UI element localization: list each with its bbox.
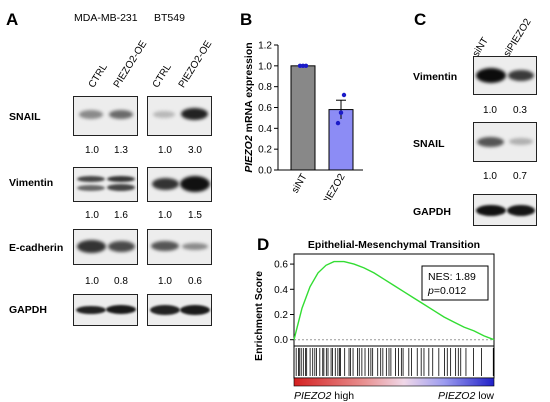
band xyxy=(77,185,105,191)
c-quant-vimentin-sint: 1.0 xyxy=(483,105,497,116)
panel-label-d: D xyxy=(257,235,270,254)
y-tick-label: 0.6 xyxy=(258,103,272,114)
band xyxy=(476,205,506,216)
panel-label-a: A xyxy=(6,10,19,29)
band xyxy=(477,137,504,147)
c-row-label-snail: SNAIL xyxy=(413,138,445,150)
band xyxy=(107,176,135,182)
lane-label-sipiezo2: siPIEZO2 xyxy=(501,16,534,59)
band xyxy=(182,243,208,250)
y-tick-label: 0.2 xyxy=(258,145,272,156)
y-tick-label: 0.4 xyxy=(258,124,272,135)
band xyxy=(152,178,179,190)
c-row-label-gapdh: GAPDH xyxy=(413,206,451,218)
band xyxy=(106,305,136,314)
y-tick-label: 0.8 xyxy=(258,82,272,93)
quant-snail-bt-ctrl: 1.0 xyxy=(158,145,172,156)
xlabel-high: PIEZO2 high xyxy=(294,390,354,402)
y-tick-label: 0.6 xyxy=(274,260,288,271)
blot-gapdh-mda xyxy=(73,294,138,326)
y-tick-label: 0.0 xyxy=(274,335,288,346)
c-blot-gapdh xyxy=(473,194,537,226)
x-tick-label: siPIEZO2 xyxy=(317,172,348,200)
gsea-plot-d: Epithelial-Mesenchymal Transition 0.0 0.2 0… xyxy=(253,239,495,402)
cell-line-mda: MDA-MB-231 xyxy=(74,12,138,24)
band xyxy=(508,70,534,81)
row-label-ecadherin: E-cadherin xyxy=(9,242,64,254)
band xyxy=(180,176,210,192)
row-label-vimentin: Vimentin xyxy=(9,177,54,189)
data-point xyxy=(341,92,347,98)
lane-label-oe-bt: PIEZO2-OE xyxy=(176,38,215,90)
y-tick-label: 0.0 xyxy=(258,166,272,177)
quant-ecadherin-bt-ctrl: 1.0 xyxy=(158,276,172,287)
band xyxy=(151,241,179,251)
quant-ecadherin-bt-oe: 0.6 xyxy=(188,276,202,287)
cell-line-bt549: BT549 xyxy=(154,12,185,24)
rank-gradient-bar xyxy=(293,377,495,387)
xlabel-low: PIEZO2 low xyxy=(438,390,494,402)
blot-snail-bt xyxy=(147,96,212,136)
y-tick-label: 1.2 xyxy=(258,41,272,52)
band xyxy=(76,306,106,314)
quant-vimentin-mda-ctrl: 1.0 xyxy=(85,210,99,221)
band xyxy=(79,110,103,119)
panel-label-b: B xyxy=(240,10,253,29)
blot-ecadherin-bt xyxy=(147,229,212,265)
panel-label-c: C xyxy=(414,10,427,29)
es-curve xyxy=(293,260,495,341)
y-tick-label: 1.0 xyxy=(258,61,272,72)
c-row-label-vimentin: Vimentin xyxy=(413,71,458,83)
band xyxy=(109,110,133,119)
band xyxy=(107,184,135,191)
blot-gapdh-bt xyxy=(147,294,212,326)
band xyxy=(77,240,106,253)
c-blot-snail xyxy=(473,122,537,162)
band xyxy=(509,138,533,145)
quant-snail-mda-ctrl: 1.0 xyxy=(85,145,99,156)
gsea-title: Epithelial-Mesenchymal Transition xyxy=(308,239,480,251)
lane-label-ctrl-bt: CTRL xyxy=(150,62,174,90)
quant-snail-mda-oe: 1.3 xyxy=(114,145,128,156)
row-label-snail: SNAIL xyxy=(9,111,41,123)
row-label-gapdh: GAPDH xyxy=(9,304,47,316)
band xyxy=(150,305,180,315)
quant-ecadherin-mda-oe: 0.8 xyxy=(114,276,128,287)
p-value-label: p=0.012 xyxy=(427,285,466,297)
band xyxy=(476,68,506,83)
x-tick-label: siNT xyxy=(290,172,310,195)
band xyxy=(108,241,135,252)
band xyxy=(181,108,208,120)
y-tick-label: 0.2 xyxy=(274,310,288,321)
blot-vimentin-bt xyxy=(147,167,212,202)
blot-snail-mda xyxy=(73,96,138,136)
c-blot-vimentin xyxy=(473,56,537,95)
band xyxy=(77,176,105,182)
quant-vimentin-mda-oe: 1.6 xyxy=(114,210,128,221)
quant-snail-bt-oe: 3.0 xyxy=(188,145,202,156)
quant-vimentin-bt-oe: 1.5 xyxy=(188,210,202,221)
quant-ecadherin-mda-ctrl: 1.0 xyxy=(85,276,99,287)
y-tick-label: 0.4 xyxy=(274,285,288,296)
band xyxy=(153,111,175,118)
nes-box xyxy=(421,265,489,301)
quant-vimentin-bt-ctrl: 1.0 xyxy=(158,210,172,221)
data-point xyxy=(335,120,341,126)
c-quant-vimentin-sipiezo2: 0.3 xyxy=(513,105,527,116)
lane-label-ctrl-mda: CTRL xyxy=(86,62,110,90)
data-point xyxy=(303,63,309,69)
blot-ecadherin-mda xyxy=(73,229,138,265)
y-axis-label: Enrichment Score xyxy=(253,271,265,361)
band xyxy=(507,205,535,216)
c-quant-snail-sipiezo2: 0.7 xyxy=(513,171,527,182)
data-point xyxy=(338,110,344,115)
c-quant-snail-sint: 1.0 xyxy=(483,171,497,182)
bar xyxy=(290,65,316,171)
band xyxy=(180,305,210,315)
blot-vimentin-mda xyxy=(73,167,138,202)
lane-label-oe-mda: PIEZO2-OE xyxy=(111,38,150,90)
y-axis-label: PIEZO2 mRNA expression xyxy=(243,42,255,172)
nes-label: NES: 1.89 xyxy=(428,271,476,283)
